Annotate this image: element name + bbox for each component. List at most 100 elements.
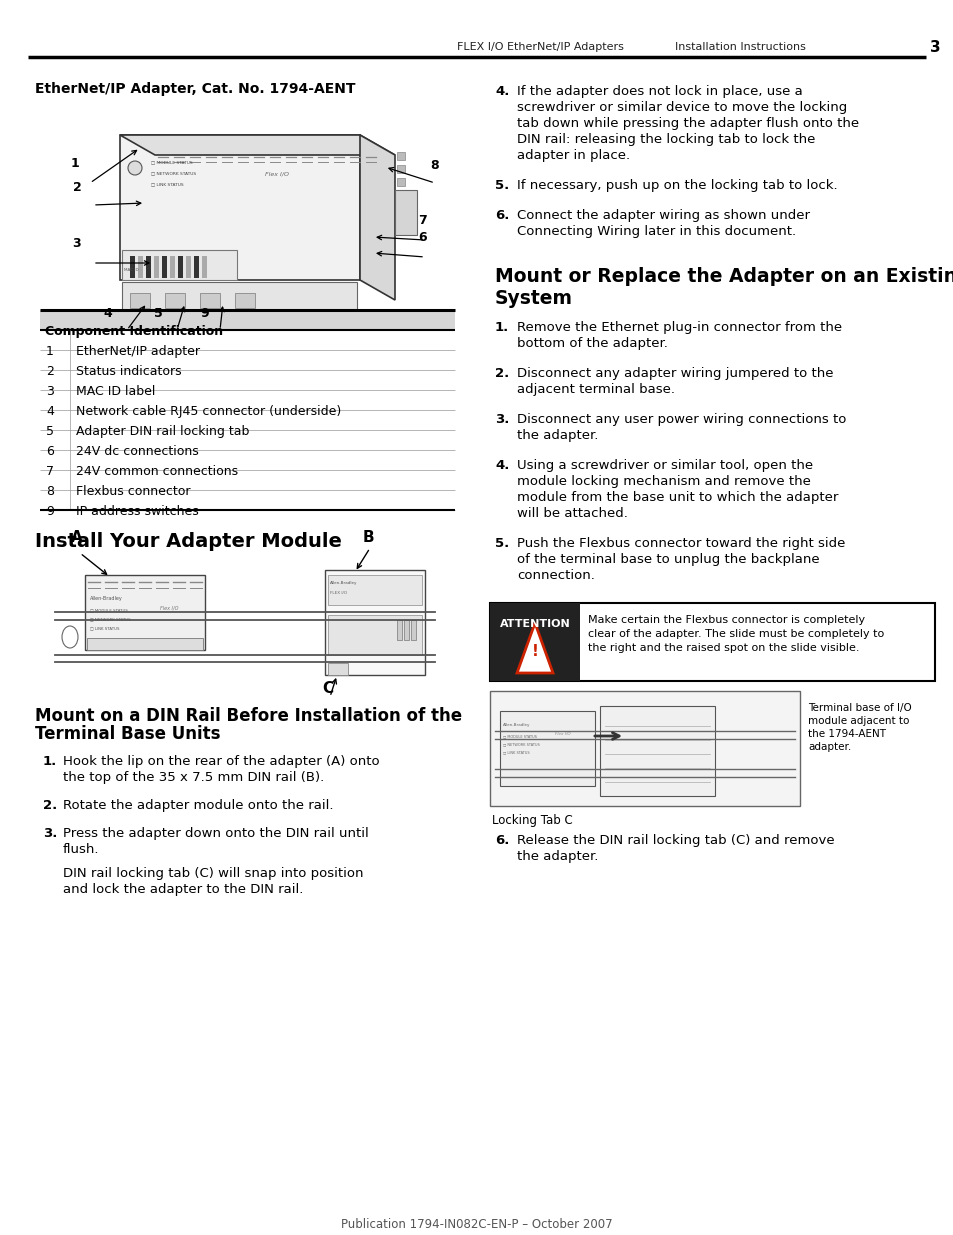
Text: Make certain the Flexbus connector is completely: Make certain the Flexbus connector is co… — [587, 615, 864, 625]
Text: 8: 8 — [430, 159, 438, 172]
Bar — [162, 256, 167, 278]
Bar — [146, 256, 151, 278]
Bar — [328, 615, 421, 655]
Bar — [234, 293, 254, 308]
Text: module adjacent to: module adjacent to — [807, 716, 908, 726]
Text: 5: 5 — [153, 308, 162, 320]
Text: □ LINK STATUS: □ LINK STATUS — [151, 182, 183, 186]
Text: Terminal base of I/O: Terminal base of I/O — [807, 703, 911, 713]
Text: tab down while pressing the adapter flush onto the: tab down while pressing the adapter flus… — [517, 117, 859, 130]
Bar — [130, 256, 135, 278]
Text: !: ! — [531, 645, 537, 659]
Text: Press the adapter down onto the DIN rail until: Press the adapter down onto the DIN rail… — [63, 827, 369, 840]
Text: 2.: 2. — [43, 799, 57, 811]
Text: Publication 1794-IN082C-EN-P – October 2007: Publication 1794-IN082C-EN-P – October 2… — [341, 1218, 612, 1231]
Text: the right and the raised spot on the slide visible.: the right and the raised spot on the sli… — [587, 643, 859, 653]
Text: Remove the Ethernet plug-in connector from the: Remove the Ethernet plug-in connector fr… — [517, 321, 841, 333]
Text: bottom of the adapter.: bottom of the adapter. — [517, 337, 667, 350]
Bar — [202, 256, 207, 278]
Text: 4.: 4. — [495, 459, 509, 472]
Text: 5.: 5. — [495, 537, 509, 550]
Text: □ MODULE STATUS: □ MODULE STATUS — [151, 161, 193, 164]
Text: IP address switches: IP address switches — [76, 505, 198, 517]
Bar — [170, 256, 174, 278]
Text: 6: 6 — [46, 445, 53, 458]
Text: B: B — [362, 530, 374, 545]
Text: Installation Instructions: Installation Instructions — [674, 42, 804, 52]
Bar — [85, 576, 205, 650]
Text: 1: 1 — [46, 345, 53, 358]
Text: MAC ID label: MAC ID label — [76, 385, 155, 398]
Text: 5: 5 — [46, 425, 54, 438]
Text: 6.: 6. — [495, 209, 509, 222]
Bar — [153, 256, 159, 278]
Text: 3.: 3. — [43, 827, 57, 840]
Bar — [122, 282, 356, 310]
Text: □ MODULE STATUS: □ MODULE STATUS — [90, 608, 128, 613]
Text: 24V common connections: 24V common connections — [76, 466, 238, 478]
Text: 7: 7 — [46, 466, 54, 478]
Text: and lock the adapter to the DIN rail.: and lock the adapter to the DIN rail. — [63, 883, 303, 897]
Text: 1: 1 — [71, 157, 79, 170]
Text: will be attached.: will be attached. — [517, 508, 627, 520]
Text: Flex I/O: Flex I/O — [160, 606, 178, 611]
Text: 3.: 3. — [495, 412, 509, 426]
Text: □ NETWORK STATUS: □ NETWORK STATUS — [90, 618, 131, 621]
Text: DIN rail locking tab (C) will snap into position: DIN rail locking tab (C) will snap into … — [63, 867, 363, 881]
Text: □ LINK STATUS: □ LINK STATUS — [90, 626, 119, 630]
Text: the 1794-AENT: the 1794-AENT — [807, 729, 885, 739]
Text: 9: 9 — [200, 308, 209, 320]
Polygon shape — [359, 135, 395, 300]
Bar — [395, 190, 416, 235]
Bar — [328, 663, 348, 676]
Text: 8: 8 — [46, 485, 54, 498]
Text: 6.: 6. — [495, 834, 509, 847]
Text: Allen-Bradley: Allen-Bradley — [330, 580, 357, 585]
Text: Flex I/O: Flex I/O — [555, 732, 570, 736]
Text: 3: 3 — [46, 385, 53, 398]
Text: 24V dc connections: 24V dc connections — [76, 445, 198, 458]
Text: Locking Tab C: Locking Tab C — [492, 814, 572, 827]
Text: 3: 3 — [72, 237, 81, 249]
Text: 4.: 4. — [495, 85, 509, 98]
Text: If the adapter does not lock in place, use a: If the adapter does not lock in place, u… — [517, 85, 801, 98]
Text: Allen-Bradley: Allen-Bradley — [502, 722, 530, 727]
Text: Push the Flexbus connector toward the right side: Push the Flexbus connector toward the ri… — [517, 537, 844, 550]
Text: □ LINK STATUS: □ LINK STATUS — [502, 750, 529, 755]
Text: Connecting Wiring later in this document.: Connecting Wiring later in this document… — [517, 225, 796, 238]
Text: 1.: 1. — [43, 755, 57, 768]
Text: adjacent terminal base.: adjacent terminal base. — [517, 383, 675, 396]
Text: 5.: 5. — [495, 179, 509, 191]
Bar — [396, 620, 401, 640]
Text: Disconnect any adapter wiring jumpered to the: Disconnect any adapter wiring jumpered t… — [517, 367, 833, 380]
Text: Status indicators: Status indicators — [76, 366, 181, 378]
Text: Install Your Adapter Module: Install Your Adapter Module — [35, 532, 341, 551]
Text: 6: 6 — [417, 231, 426, 245]
Ellipse shape — [182, 626, 198, 648]
Bar — [87, 638, 203, 650]
Text: clear of the adapter. The slide must be completely to: clear of the adapter. The slide must be … — [587, 629, 883, 638]
Bar — [193, 256, 199, 278]
Text: A: A — [71, 530, 83, 545]
Text: adapter in place.: adapter in place. — [517, 149, 630, 162]
Text: Rotate the adapter module onto the rail.: Rotate the adapter module onto the rail. — [63, 799, 334, 811]
Text: adapter.: adapter. — [807, 742, 850, 752]
Text: □ NETWORK STATUS: □ NETWORK STATUS — [502, 742, 539, 746]
Text: Terminal Base Units: Terminal Base Units — [35, 725, 220, 743]
Bar — [396, 152, 405, 161]
Bar — [120, 135, 359, 280]
Text: 9: 9 — [46, 505, 53, 517]
Text: FLEX I/O EtherNet/IP Adapters: FLEX I/O EtherNet/IP Adapters — [456, 42, 622, 52]
Ellipse shape — [122, 626, 138, 648]
Text: 4: 4 — [104, 308, 112, 320]
Text: 3: 3 — [929, 40, 940, 54]
Text: module locking mechanism and remove the: module locking mechanism and remove the — [517, 475, 810, 488]
Text: 2: 2 — [46, 366, 53, 378]
Text: connection.: connection. — [517, 569, 595, 582]
Bar — [130, 293, 150, 308]
Text: Flex I/O: Flex I/O — [265, 170, 289, 177]
Bar — [599, 706, 714, 797]
Text: C: C — [322, 680, 334, 697]
Text: Using a screwdriver or similar tool, open the: Using a screwdriver or similar tool, ope… — [517, 459, 812, 472]
Text: the adapter.: the adapter. — [517, 429, 598, 442]
